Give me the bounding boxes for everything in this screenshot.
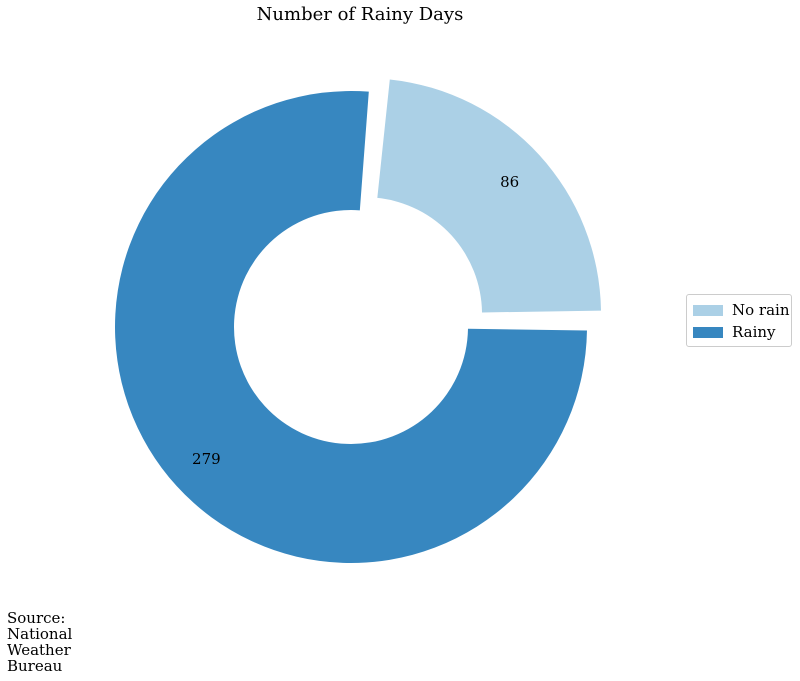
donut-slice-no-rain xyxy=(377,79,602,313)
donut-slice-rainy xyxy=(115,91,587,563)
chart-title: Number of Rainy Days xyxy=(256,4,464,25)
legend-label-rainy: Rainy xyxy=(732,323,776,341)
source-note: Source: National Weather Bureau xyxy=(7,610,72,674)
legend-label-no-rain: No rain xyxy=(732,301,790,319)
donut-slices xyxy=(115,79,602,563)
source-line: Source: xyxy=(7,609,66,627)
source-line: National xyxy=(7,625,73,643)
legend-item-rainy: Rainy xyxy=(693,321,785,343)
slice-labels: 86 279 xyxy=(192,173,519,468)
legend-item-no-rain: No rain xyxy=(693,299,790,321)
slice-label-rainy: 279 xyxy=(192,450,221,468)
slice-label-no-rain: 86 xyxy=(500,173,519,191)
source-line: Bureau xyxy=(7,657,63,675)
legend-swatch-no-rain xyxy=(693,304,723,316)
source-line: Weather xyxy=(7,641,71,659)
legend-swatch-rainy xyxy=(693,326,723,338)
legend: No rain Rainy xyxy=(686,294,792,347)
